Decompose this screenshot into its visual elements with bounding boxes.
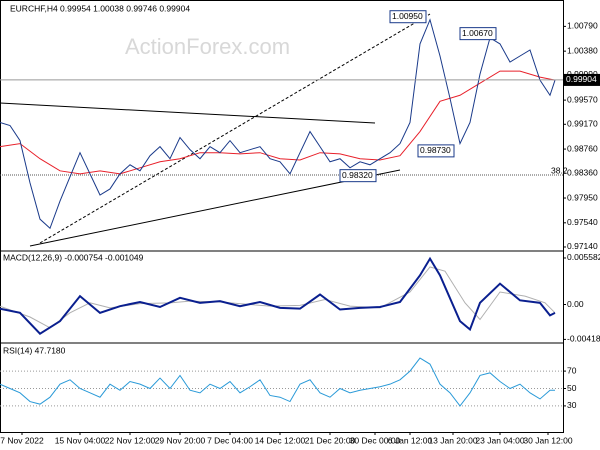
rsi-title: RSI(14) 47.7180 [3, 345, 66, 355]
x-tick-label: 7 Dec 04:00 [207, 435, 253, 445]
watermark: ActionForex.com [125, 34, 290, 59]
x-tick-label: 13 Jan 20:00 [428, 435, 477, 445]
y-tick-label: 50 [567, 383, 577, 393]
x-tick-label: 15 Nov 04:00 [55, 435, 106, 445]
series-line [0, 266, 556, 329]
x-tick-label: 29 Nov 20:00 [155, 435, 206, 445]
trend-line [0, 102, 376, 124]
x-tick-label: 14 Dec 12:00 [255, 435, 306, 445]
plot-frame [0, 0, 564, 433]
x-tick-label: 23 Jan 04:00 [475, 435, 524, 445]
y-tick-label: 0.99170 [567, 119, 598, 129]
y-tick-label: -0.004188 [567, 334, 600, 344]
y-tick-label: 0.98760 [567, 143, 598, 153]
y-tick-label: 0.97140 [567, 241, 598, 251]
y-tick-label: 0.97950 [567, 192, 598, 202]
y-tick-label: 1.00380 [567, 45, 598, 55]
series-line [0, 70, 556, 175]
chart-title: EURCHF,H4 0.99954 1.00038 0.99746 0.9990… [10, 3, 190, 13]
last-price: 0.99904 [566, 74, 597, 84]
last-price-box [563, 73, 600, 86]
annotation: 0.98730 [420, 145, 451, 155]
series-line [0, 256, 556, 335]
y-tick-label: 1.00790 [567, 21, 598, 31]
series-line [0, 18, 556, 230]
x-tick-label: 21 Dec 20:00 [305, 435, 356, 445]
annotation: 1.00950 [392, 11, 423, 21]
x-tick-label: 22 Nov 12:00 [105, 435, 156, 445]
x-tick-label: 7 Nov 2022 [0, 435, 44, 445]
y-tick-label: 0.98360 [567, 167, 598, 177]
trend-line [39, 13, 431, 244]
macd-title: MACD(12,26,9) -0.000754 -0.001049 [3, 252, 144, 262]
annotation: 0.98320 [342, 170, 373, 180]
fib-label: 38.2 [551, 165, 568, 175]
annotation-box [339, 169, 377, 183]
series-line [0, 357, 555, 407]
annotation-box [417, 144, 455, 158]
y-tick-label: 0.00 [567, 299, 584, 309]
trend-line [29, 169, 401, 247]
y-tick-label: 70 [567, 365, 577, 375]
x-tick-label: 6 Jan 12:00 [388, 435, 433, 445]
annotation: 1.00670 [462, 28, 493, 38]
y-tick-label: 30 [567, 400, 577, 410]
y-tick-label: 0.99570 [567, 94, 598, 104]
annotation-box [459, 27, 497, 41]
x-tick-label: 30 Jan 12:00 [523, 435, 572, 445]
annotation-box [389, 10, 427, 24]
y-tick-label: 0.005582 [567, 252, 600, 262]
x-tick-label: 30 Dec 00:00 [350, 435, 401, 445]
y-tick-label: 0.97540 [567, 217, 598, 227]
